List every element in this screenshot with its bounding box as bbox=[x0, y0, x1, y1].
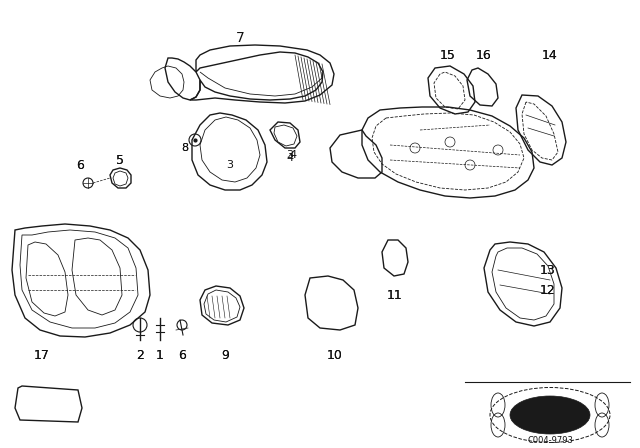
Text: 8: 8 bbox=[181, 143, 189, 153]
Text: 6: 6 bbox=[76, 159, 84, 172]
Text: 8: 8 bbox=[181, 143, 189, 153]
Text: 10: 10 bbox=[327, 349, 343, 362]
Text: 13: 13 bbox=[540, 263, 556, 276]
Text: 2: 2 bbox=[136, 349, 144, 362]
Text: 12: 12 bbox=[540, 284, 556, 297]
Text: 12: 12 bbox=[540, 284, 556, 297]
Text: 4: 4 bbox=[289, 150, 296, 160]
Text: 16: 16 bbox=[476, 48, 492, 61]
Text: 6: 6 bbox=[76, 159, 84, 172]
Text: 7: 7 bbox=[236, 31, 244, 45]
Text: 3: 3 bbox=[227, 160, 234, 170]
Text: 15: 15 bbox=[440, 48, 456, 61]
Text: 2: 2 bbox=[136, 349, 144, 362]
Text: 13: 13 bbox=[540, 263, 556, 276]
Text: 11: 11 bbox=[387, 289, 403, 302]
Text: 5: 5 bbox=[116, 154, 124, 167]
Text: 1: 1 bbox=[156, 349, 164, 362]
Text: 11: 11 bbox=[387, 289, 403, 302]
Text: 17: 17 bbox=[34, 349, 50, 362]
Ellipse shape bbox=[510, 396, 590, 434]
Text: 1: 1 bbox=[156, 349, 164, 362]
Text: 14: 14 bbox=[542, 48, 558, 61]
Text: 9: 9 bbox=[221, 349, 229, 362]
Text: 6: 6 bbox=[178, 349, 186, 362]
Text: 14: 14 bbox=[542, 48, 558, 61]
Text: 17: 17 bbox=[34, 349, 50, 362]
Text: C004-9793: C004-9793 bbox=[527, 435, 573, 444]
Text: 10: 10 bbox=[327, 349, 343, 362]
Text: 16: 16 bbox=[476, 48, 492, 61]
Text: 15: 15 bbox=[440, 48, 456, 61]
Text: 9: 9 bbox=[221, 349, 229, 362]
Text: 4: 4 bbox=[287, 153, 294, 163]
Text: 5: 5 bbox=[116, 154, 124, 167]
Text: 6: 6 bbox=[178, 349, 186, 362]
Text: 3: 3 bbox=[287, 150, 294, 160]
